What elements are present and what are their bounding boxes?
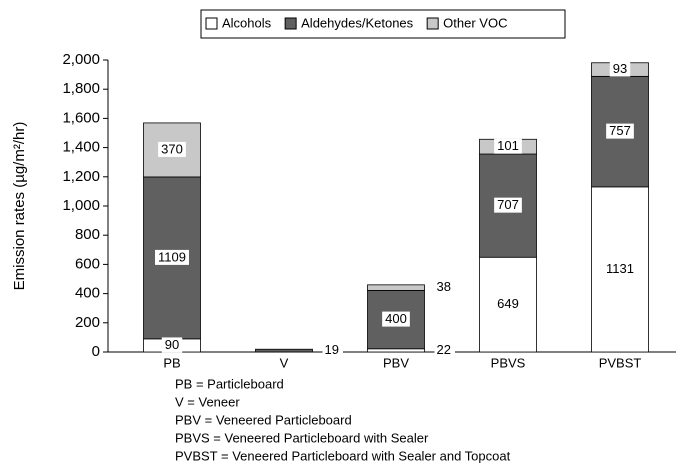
value-label: 400 (385, 311, 407, 326)
value-label-bg (434, 342, 455, 358)
x-tick-label: V (280, 355, 289, 370)
value-label: 19 (325, 342, 339, 357)
value-label-bg (434, 279, 455, 295)
y-axis-label: Emission rates (µg/m²/hr) (11, 122, 28, 291)
footnote: PVBST = Veneered Particleboard with Seal… (175, 448, 511, 463)
value-label-bg (603, 261, 637, 277)
footnote: V = Veneer (175, 394, 240, 409)
value-label-bg (606, 123, 634, 139)
footnote: PBV = Veneered Particleboard (175, 412, 352, 427)
value-label-bg (494, 296, 522, 312)
value-label-bg (155, 249, 189, 265)
legend-label: Other VOC (443, 15, 507, 30)
y-tick-label: 0 (92, 343, 100, 360)
value-label: 22 (437, 342, 451, 357)
y-tick-label: 200 (75, 314, 100, 331)
value-label-bg (382, 311, 410, 327)
y-tick-label: 1,200 (62, 168, 100, 185)
value-label-bg (494, 197, 522, 213)
legend-label: Alcohols (222, 15, 272, 30)
y-tick-label: 1,800 (62, 80, 100, 97)
value-label: 38 (437, 279, 451, 294)
footnote: PBVS = Veneered Particleboard with Seale… (175, 430, 429, 445)
bar-segment (367, 284, 425, 291)
y-tick-label: 400 (75, 285, 100, 302)
legend-label: Aldehydes/Ketones (301, 15, 414, 30)
value-label: 90 (165, 337, 179, 352)
footnote: PB = Particleboard (175, 376, 284, 391)
y-tick-label: 1,400 (62, 139, 100, 156)
x-tick-label: PBV (383, 355, 409, 370)
legend-swatch (284, 17, 297, 30)
legend-swatch (205, 17, 218, 30)
value-label: 1131 (606, 261, 634, 276)
value-label-bg (158, 141, 186, 157)
y-tick-label: 2,000 (62, 51, 100, 68)
value-label: 101 (497, 138, 519, 153)
value-label-bg (494, 138, 522, 154)
value-label: 370 (161, 141, 183, 156)
bar-segment (255, 348, 313, 353)
value-label: 93 (613, 61, 627, 76)
y-tick-label: 800 (75, 226, 100, 243)
bar-segment (367, 348, 425, 353)
legend-box (200, 9, 566, 39)
value-label: 757 (609, 123, 631, 138)
legend-swatch (426, 17, 439, 30)
y-tick-label: 600 (75, 255, 100, 272)
value-label-bg (609, 61, 631, 77)
value-label: 707 (497, 197, 519, 212)
value-label: 1109 (158, 249, 186, 264)
bar-segment (591, 75, 649, 188)
value-label: 649 (497, 296, 519, 311)
y-tick-label: 1,000 (62, 197, 100, 214)
x-tick-label: PBVS (491, 355, 526, 370)
x-tick-label: PVBST (599, 355, 642, 370)
y-tick-label: 1,600 (62, 109, 100, 126)
value-label-bg (322, 342, 343, 358)
x-tick-label: PB (163, 355, 180, 370)
value-label-bg (161, 337, 183, 353)
